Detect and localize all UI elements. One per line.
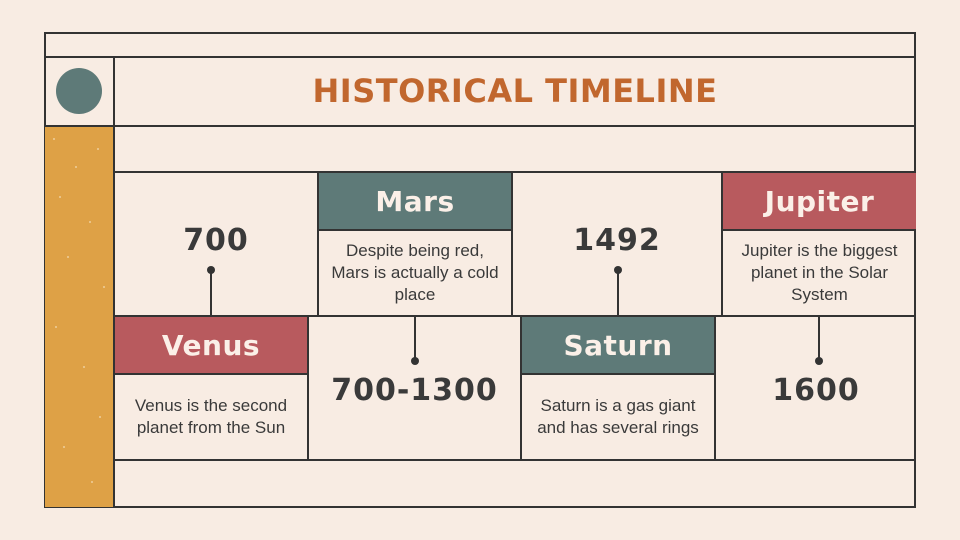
heading-rule [522,373,714,375]
timeline-connector [818,316,820,360]
timeline-connector [414,316,416,360]
decorative-circle [56,68,102,114]
planet-description-mars: Despite being red, Mars is actually a co… [331,241,499,304]
left-column-rule [113,56,115,508]
top-divider [317,172,319,316]
decorative-orange-strip [45,126,113,507]
top-divider [721,172,723,316]
timeline-middle-rule [114,315,916,317]
timeline-top-rule [114,171,916,173]
timeline-connector [617,270,619,316]
timeline-bottom-rule [114,459,916,461]
bottom-divider [307,316,309,460]
heading-rule [319,229,511,231]
heading-rule [723,229,916,231]
planet-heading-saturn: Saturn [522,317,714,373]
timeline-dot [815,357,823,365]
planet-heading-mars: Mars [319,173,511,229]
year-label: 1600 [772,372,860,408]
timeline-dot [411,357,419,365]
planet-heading-venus: Venus [115,317,307,373]
top-divider [511,172,513,316]
year-label: 1492 [573,222,661,258]
timeline-connector [210,270,212,316]
planet-description-saturn: Saturn is a gas giant and has several ri… [537,396,699,437]
header-top-rule [44,56,916,58]
planet-description-jupiter: Jupiter is the biggest planet in the Sol… [741,241,898,304]
header-bottom-rule [44,125,916,127]
planet-description-venus: Venus is the second planet from the Sun [134,396,288,437]
bottom-divider [714,316,716,460]
page-title: HISTORICAL TIMELINE [312,72,718,110]
year-label: 700 [183,222,249,258]
bottom-divider [520,316,522,460]
planet-heading-jupiter: Jupiter [723,173,916,229]
heading-rule [115,373,307,375]
year-label: 700-1300 [331,372,498,408]
